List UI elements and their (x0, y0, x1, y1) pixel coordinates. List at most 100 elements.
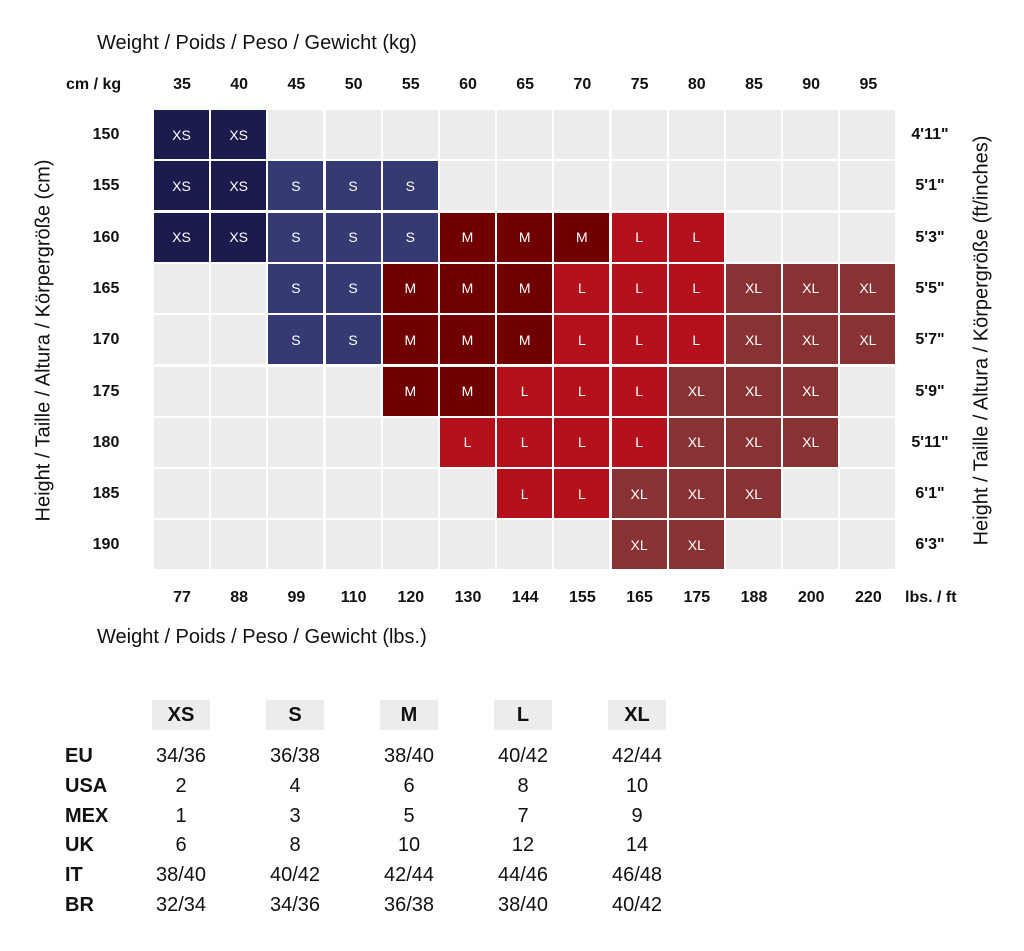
size-cell-l: L (554, 315, 610, 365)
size-cell-l: L (611, 417, 667, 467)
ft-tick-label: 5'1" (915, 177, 945, 195)
lbs-tick-label: 130 (454, 589, 482, 606)
size-header: L (494, 700, 552, 730)
empty-cell (668, 161, 724, 211)
empty-cell (783, 469, 839, 519)
empty-cell (211, 315, 267, 365)
size-value: 6 (175, 834, 187, 857)
empty-cell (154, 520, 209, 570)
size-value: 32/34 (155, 894, 207, 916)
lbs-tick-label: 155 (569, 589, 596, 606)
size-value: 44/46 (497, 864, 549, 887)
size-cell-xs: XS (154, 110, 209, 159)
size-value: 38/40 (497, 894, 549, 916)
size-value: 10 (397, 834, 421, 857)
empty-cell (668, 110, 724, 159)
region-label: MEX (65, 804, 109, 827)
empty-cell (325, 417, 381, 467)
size-cell-s: S (382, 212, 438, 262)
size-value: 7 (517, 804, 529, 827)
empty-cell (611, 110, 667, 159)
size-cell-xl: XL (783, 315, 839, 365)
size-cell-xl: XL (726, 315, 781, 365)
size-cell-l: L (611, 315, 667, 365)
size-value: 12 (511, 834, 535, 857)
size-cell-xs: XS (211, 212, 267, 262)
size-cell-xl: XL (726, 366, 781, 416)
size-cell-s: S (325, 212, 381, 262)
cm-tick-label: 185 (92, 485, 120, 503)
size-cell-xl: XL (611, 469, 667, 519)
kg-tick-label: 35 (173, 76, 191, 93)
empty-cell (154, 263, 209, 313)
empty-cell (554, 110, 610, 159)
size-value: 34/36 (269, 894, 321, 916)
size-value: 40/42 (611, 894, 663, 916)
empty-cell (554, 520, 610, 570)
kg-tick-label: 90 (802, 76, 821, 93)
empty-cell (840, 417, 896, 467)
empty-cell (325, 469, 381, 519)
cm-tick-label: 190 (92, 536, 120, 554)
size-value: 8 (517, 774, 529, 797)
empty-cell (726, 110, 781, 159)
size-value: 9 (631, 804, 643, 827)
size-cell-l: L (668, 263, 724, 313)
empty-cell (211, 417, 267, 467)
empty-cell (211, 366, 267, 416)
size-cell-xl: XL (726, 417, 781, 467)
size-value: 42/44 (383, 864, 435, 887)
empty-cell (840, 212, 896, 262)
lbs-tick-label: 175 (683, 589, 711, 606)
lbs-tick-label: 99 (287, 589, 306, 606)
lbs-tick-label: 188 (740, 589, 768, 606)
empty-cell (268, 417, 324, 467)
size-cell-l: L (554, 366, 610, 416)
empty-cell (497, 520, 553, 570)
cm-tick-label: 175 (92, 382, 120, 400)
cm-tick-label: 180 (92, 433, 120, 451)
size-cell-l: L (497, 417, 553, 467)
kg-tick-label: 40 (230, 76, 249, 93)
size-header: XS (152, 700, 210, 730)
size-cell-xl: XL (783, 417, 839, 467)
empty-cell (840, 469, 896, 519)
empty-cell (554, 161, 610, 211)
size-cell-s: S (325, 161, 381, 211)
empty-cell (440, 469, 495, 519)
cm-tick-label: 155 (92, 177, 120, 195)
empty-cell (840, 366, 896, 416)
kg-tick-label: 85 (745, 76, 763, 93)
empty-cell (154, 417, 209, 467)
empty-cell (211, 520, 267, 570)
cm-tick-label: 150 (92, 126, 120, 143)
size-value: 5 (403, 804, 415, 827)
empty-cell (382, 110, 438, 159)
size-value: 36/38 (269, 745, 321, 767)
region-label: BR (65, 894, 94, 916)
size-cell-l: L (668, 315, 724, 365)
size-cell-l: L (611, 263, 667, 313)
size-cell-l: L (440, 417, 495, 467)
size-cell-l: L (668, 212, 724, 262)
kg-tick-label: 80 (687, 76, 706, 93)
empty-cell (154, 366, 209, 416)
size-cell-xl: XL (668, 520, 724, 570)
size-cell-s: S (268, 263, 324, 313)
size-cell-xl: XL (668, 366, 724, 416)
kg-tick-label: 50 (344, 76, 363, 93)
size-cell-l: L (497, 469, 553, 519)
size-header: XL (608, 700, 666, 730)
ft-tick-label: 6'3" (915, 536, 945, 554)
size-cell-xl: XL (668, 469, 724, 519)
kg-tick-label: 55 (401, 76, 420, 93)
size-cell-s: S (268, 161, 324, 211)
bottom-axis-title: Weight / Poids / Peso / Gewicht (lbs.) (97, 626, 427, 648)
empty-cell (382, 417, 438, 467)
empty-cell (783, 520, 839, 570)
right-axis-title: Height / Taille / Altura / Körpergröße (… (970, 135, 993, 546)
ft-tick-label: 6'1" (915, 485, 945, 503)
lbs-tick-label: 88 (230, 589, 249, 606)
size-value: 8 (289, 834, 301, 857)
empty-cell (268, 469, 324, 519)
